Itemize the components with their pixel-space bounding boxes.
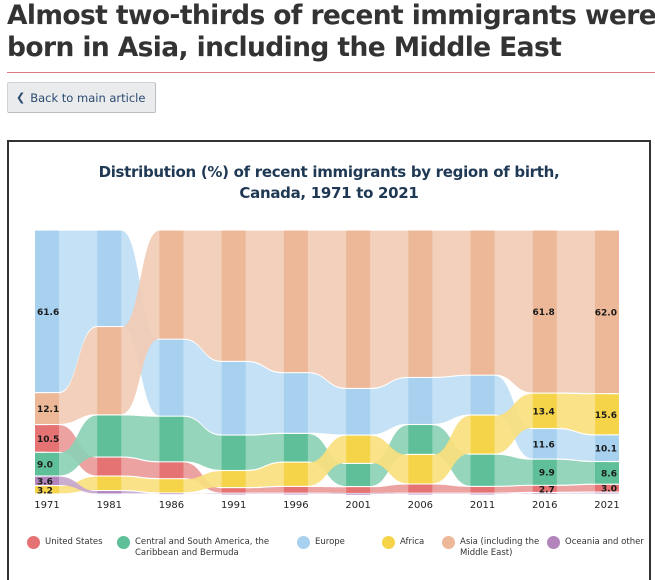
back-button-label: Back to main article (30, 91, 145, 105)
x-tick-label-2021: 2021 (594, 500, 619, 511)
data-label-europe-2021: 10.1 (595, 445, 617, 455)
bar-oceania-and-other-1991 (222, 494, 246, 495)
legend-item: Europe (297, 537, 345, 549)
legend-swatch-icon (442, 536, 455, 549)
x-tick-label-2006: 2006 (408, 500, 433, 511)
data-label-united-states-2021: 3.0 (601, 485, 617, 495)
legend-swatch-icon (27, 536, 40, 549)
bar-central-and-south-america-the-caribbean-and-bermuda-2006 (408, 425, 432, 454)
x-tick-label-1981: 1981 (96, 500, 121, 511)
bar-united-states-1986 (159, 462, 183, 478)
x-tick-label-2016: 2016 (532, 500, 557, 511)
x-tick-label-1996: 1996 (283, 500, 308, 511)
data-label-asia-including-the-middle-east-2016: 61.8 (533, 308, 555, 318)
bar-europe-1996 (284, 373, 308, 432)
bar-africa-1986 (159, 479, 183, 492)
legend-item: Oceania and other (547, 537, 644, 549)
legend-item: Africa (382, 537, 424, 549)
x-tick-label-1986: 1986 (159, 500, 184, 511)
legend-swatch-icon (547, 536, 560, 549)
bar-central-and-south-america-the-caribbean-and-bermuda-1996 (284, 434, 308, 462)
legend-swatch-icon (382, 536, 395, 549)
x-tick-label-1971: 1971 (34, 500, 59, 511)
bar-africa-2001 (346, 436, 370, 463)
bar-europe-2011 (471, 376, 495, 415)
bar-europe-2001 (346, 389, 370, 435)
legend-label: Africa (400, 537, 424, 548)
stream-chart: 61.612.110.59.03.63.261.813.411.69.92.76… (9, 142, 649, 537)
bar-europe-2006 (408, 378, 432, 424)
bar-central-and-south-america-the-caribbean-and-bermuda-2001 (346, 464, 370, 486)
back-to-main-article-button[interactable]: ❮ Back to main article (7, 82, 156, 113)
data-label-united-states-1971: 10.5 (37, 435, 59, 445)
ribbons (47, 231, 607, 494)
bar-asia-including-the-middle-east-1996 (284, 231, 308, 372)
legend-label: Europe (315, 537, 345, 548)
bar-united-states-2011 (471, 487, 495, 493)
bar-africa-1996 (284, 463, 308, 486)
bar-europe-1981 (97, 231, 121, 326)
data-label-united-states-2016: 2.7 (539, 485, 555, 495)
data-label-central-and-south-america-the-caribbean-and-bermuda-1971: 9.0 (37, 461, 53, 471)
bar-africa-2006 (408, 455, 432, 483)
bar-oceania-and-other-2006 (408, 494, 432, 495)
data-label-europe-1971: 61.6 (37, 308, 59, 318)
bar-central-and-south-america-the-caribbean-and-bermuda-1981 (97, 415, 121, 456)
data-label-europe-2016: 11.6 (533, 440, 555, 450)
x-tick-label-1991: 1991 (221, 500, 246, 511)
chevron-left-icon: ❮ (16, 91, 25, 104)
bar-central-and-south-america-the-caribbean-and-bermuda-1991 (222, 436, 246, 470)
bar-oceania-and-other-1996 (284, 494, 308, 495)
bar-asia-including-the-middle-east-1991 (222, 231, 246, 361)
x-tick-label-2001: 2001 (345, 500, 370, 511)
x-tick-label-2011: 2011 (470, 500, 495, 511)
chart-frame: Distribution (%) of recent immigrants by… (7, 140, 651, 580)
legend-label: United States (45, 537, 103, 548)
bar-central-and-south-america-the-caribbean-and-bermuda-1986 (159, 417, 183, 461)
data-label-central-and-south-america-the-caribbean-and-bermuda-2016: 9.9 (539, 469, 555, 479)
data-label-central-and-south-america-the-caribbean-and-bermuda-2021: 8.6 (601, 469, 617, 479)
bar-asia-including-the-middle-east-2006 (408, 231, 432, 377)
bar-oceania-and-other-1986 (159, 494, 183, 495)
chart-legend: United States Central and South America, … (27, 537, 647, 577)
bar-oceania-and-other-2011 (471, 494, 495, 495)
data-label-asia-including-the-middle-east-2021: 62.0 (595, 308, 617, 318)
bar-africa-1991 (222, 471, 246, 487)
bar-united-states-1981 (97, 458, 121, 476)
bar-africa-1981 (97, 477, 121, 490)
bar-united-states-2006 (408, 485, 432, 493)
bar-europe-1991 (222, 362, 246, 435)
x-axis-ticks: 1971 1981 1986 1991 1996 2001 2006 2011 2016 2021 (34, 500, 619, 511)
bar-oceania-and-other-2001 (346, 494, 370, 495)
headline-divider (7, 72, 655, 73)
bar-united-states-2001 (346, 487, 370, 493)
bar-asia-including-the-middle-east-1986 (159, 231, 183, 339)
bar-asia-including-the-middle-east-1981 (97, 327, 121, 414)
bar-asia-including-the-middle-east-2011 (471, 231, 495, 375)
bar-oceania-and-other-1981 (97, 491, 121, 493)
data-label-africa-1971: 3.2 (37, 486, 53, 496)
data-label-africa-2021: 15.6 (595, 411, 617, 421)
bar-central-and-south-america-the-caribbean-and-bermuda-2011 (471, 455, 495, 486)
bar-africa-2011 (471, 416, 495, 454)
bar-europe-1986 (159, 340, 183, 416)
legend-swatch-icon (117, 536, 130, 549)
legend-swatch-icon (297, 536, 310, 549)
data-label-asia-including-the-middle-east-1971: 12.1 (37, 405, 59, 415)
bar-united-states-1996 (284, 487, 308, 493)
legend-item: United States (27, 537, 103, 549)
data-label-africa-2016: 13.4 (533, 407, 555, 417)
bar-asia-including-the-middle-east-2001 (346, 231, 370, 388)
bar-united-states-1991 (222, 488, 246, 492)
page-headline: Almost two-thirds of recent immigrants w… (7, 0, 655, 64)
legend-label: Oceania and other (565, 537, 644, 548)
